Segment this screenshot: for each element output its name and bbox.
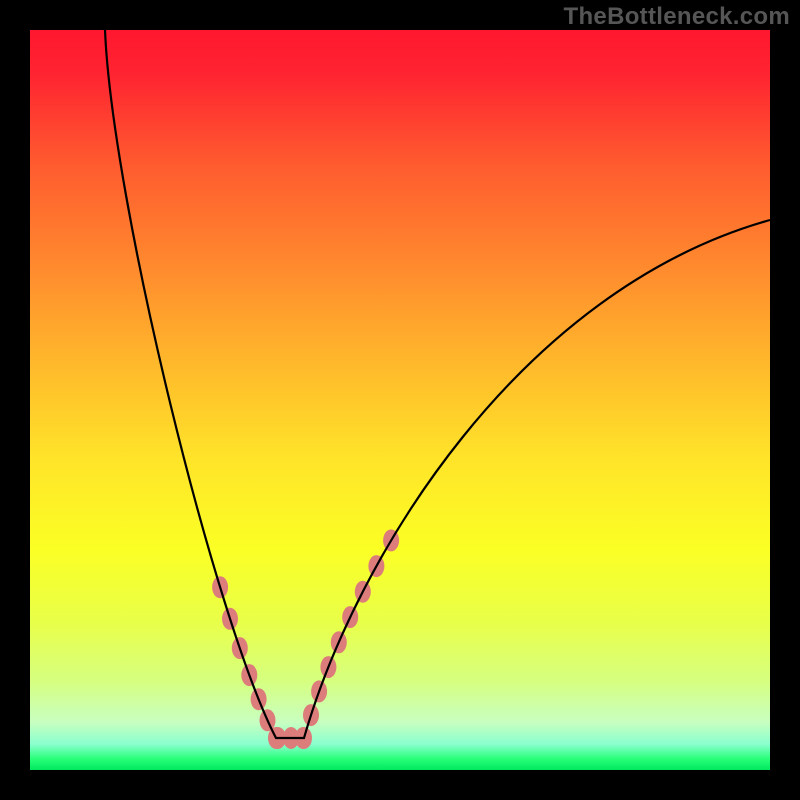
watermark-label: TheBottleneck.com [564, 3, 790, 31]
chart-frame: TheBottleneck.com [0, 0, 800, 800]
plot-background [30, 30, 770, 770]
bottleneck-curve-plot [0, 0, 800, 800]
